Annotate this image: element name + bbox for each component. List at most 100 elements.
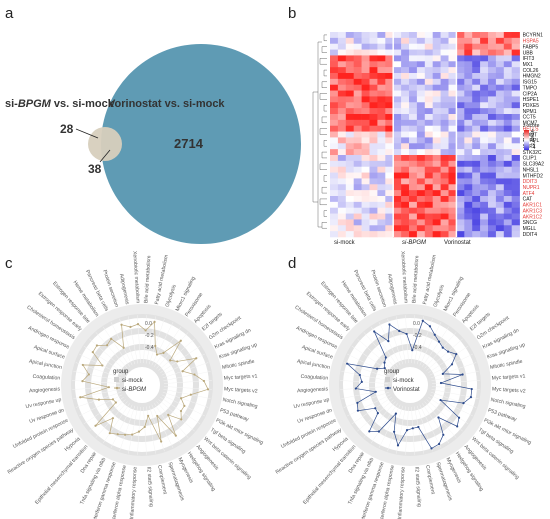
heatmap-cell: [385, 125, 394, 132]
heatmap-cell: [416, 78, 426, 86]
heatmap-cell: [432, 137, 441, 144]
heatmap-cell: [369, 32, 378, 39]
heatmap-cell: [503, 108, 512, 115]
heatmap-cell: [345, 119, 354, 127]
radar-c-legend: group si-mock si-BPGM: [113, 369, 146, 393]
heatmap-cell: [503, 190, 512, 197]
heatmap-cell: [409, 143, 418, 150]
heatmap-cell: [432, 143, 441, 150]
radar-d-series-line: [346, 320, 473, 449]
heatmap-cell: [353, 160, 362, 168]
heatmap-cell: [495, 219, 505, 226]
heatmap-cell: [432, 108, 441, 115]
heatmap-cell: [448, 43, 457, 50]
heatmap-cell: [337, 125, 347, 132]
heatmap-cell: [353, 125, 362, 132]
radar-d-series-point: [411, 349, 414, 352]
heatmap-cell: [401, 201, 410, 209]
heatmap-cell: [361, 32, 370, 39]
heatmap-cell: [432, 90, 441, 97]
venn-pointer-small: [75, 128, 99, 139]
heatmap-cell: [377, 37, 386, 45]
heatmap-cell: [377, 231, 386, 238]
radar-c-series-point: [147, 414, 150, 417]
heatmap-cell: [409, 137, 418, 144]
heatmap-cell: [495, 131, 505, 138]
radar-c-spoke: [102, 326, 130, 367]
radar-c-legend-bpgm: si-BPGM: [122, 387, 146, 393]
heatmap-cell: [377, 49, 386, 56]
heatmap-cell: [424, 207, 433, 214]
heatmap-cell: [464, 114, 473, 121]
radar-c-spoke: [83, 345, 124, 373]
radar-c-category-label: Inflammatory response: [129, 466, 138, 519]
radar-d-legend-mock: si-mock: [393, 378, 415, 384]
heatmap-cell: [480, 131, 489, 138]
heatmap-cell: [330, 155, 339, 162]
radar-c-spoke: [162, 362, 209, 379]
heatmap-cell: [456, 143, 465, 150]
heatmap-cell: [456, 43, 465, 50]
radar-c-spoke: [95, 332, 128, 369]
heatmap-cell: [416, 184, 426, 191]
heatmap-cell: [345, 172, 354, 179]
heatmap-cell: [495, 213, 505, 220]
heatmap-cell: [345, 219, 354, 226]
venn-count-large-only: 2714: [174, 136, 204, 151]
heatmap-gene-label: CAT: [523, 197, 533, 203]
heatmap-cell: [409, 155, 418, 162]
radar-c-series-point: [123, 433, 127, 436]
heatmap-cell: [472, 119, 481, 127]
heatmap-cell: [424, 225, 433, 232]
dendrogram-branch: [321, 222, 327, 229]
heatmap-gene-label: HMGN2: [523, 74, 541, 80]
heatmap-gene-label: DDIT3: [523, 179, 538, 185]
heatmap-cell: [448, 125, 457, 132]
colorbar-gradient: [524, 130, 529, 150]
heatmap-cell: [503, 78, 512, 86]
heatmap-cell: [385, 137, 394, 144]
heatmap-cell: [440, 49, 449, 56]
heatmap-cell: [361, 37, 370, 45]
heatmap-cell: [361, 225, 370, 232]
heatmap-cell: [385, 37, 394, 45]
heatmap-cell: [440, 125, 449, 132]
heatmap-cell: [488, 119, 497, 127]
heatmap-cell: [488, 184, 497, 191]
heatmap-cell: [393, 119, 402, 127]
radar-c-series-point: [94, 424, 97, 427]
heatmap-cell: [345, 149, 354, 156]
heatmap-cell: [448, 131, 457, 138]
heatmap-cell: [488, 137, 497, 144]
heatmap-cell: [369, 143, 378, 150]
heatmap-cell: [377, 213, 386, 220]
heatmap-cell: [401, 114, 410, 121]
heatmap-cell: [401, 178, 410, 185]
radar-c-legend-swatch-mock: [114, 377, 119, 382]
heatmap-cell: [464, 213, 473, 220]
heatmap-cell: [393, 37, 402, 45]
heatmap-cell: [440, 61, 449, 68]
heatmap-cell: [456, 125, 465, 132]
heatmap-cell: [488, 172, 497, 179]
heatmap-cell: [440, 201, 449, 209]
radar-c-series-point: [193, 373, 196, 376]
radar-c-spoke: [143, 315, 147, 364]
radar-c-category-label: Il2 stat5 signaling: [145, 467, 154, 508]
heatmap-cell: [416, 207, 426, 214]
heatmap-cell: [511, 207, 520, 214]
heatmap-cell: [416, 32, 426, 39]
heatmap-cell: [480, 143, 489, 150]
radar-c-series-point: [120, 323, 123, 326]
heatmap-cell: [503, 90, 512, 97]
radar-d-series-point: [405, 429, 409, 432]
heatmap-cell: [503, 213, 512, 220]
heatmap-gene-label: MTHFD2: [523, 173, 543, 179]
heatmap-cell: [488, 78, 497, 86]
heatmap-cell: [353, 178, 362, 185]
heatmap-cell: [503, 137, 512, 144]
heatmap-cell: [424, 67, 433, 74]
heatmap-cell: [353, 108, 362, 115]
radar-d-series-point: [446, 350, 450, 353]
heatmap-cell: [409, 84, 418, 91]
